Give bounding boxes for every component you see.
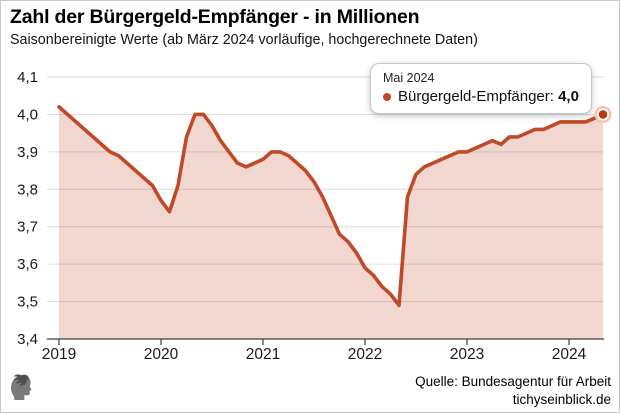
data-line — [57, 105, 605, 308]
website-url: tichyseinblick.de — [512, 391, 611, 407]
chart-title: Zahl der Bürgergeld-Empfänger - in Milli… — [10, 6, 420, 28]
svg-text:4,1: 4,1 — [17, 69, 38, 86]
tooltip-series-row: Bürgergeld-Empfänger: 4,0 — [383, 88, 579, 105]
svg-text:3,7: 3,7 — [17, 219, 38, 236]
svg-text:4,0: 4,0 — [17, 106, 38, 123]
svg-text:3,8: 3,8 — [17, 181, 38, 198]
y-tick-labels: 3,4 3,5 3,6 3,7 3,8 3,9 4,0 4,1 — [17, 69, 38, 348]
laurel-head-logo-icon — [11, 374, 32, 400]
tooltip-date: Mai 2024 — [383, 71, 435, 85]
svg-text:2020: 2020 — [144, 346, 179, 363]
svg-text:2019: 2019 — [42, 346, 76, 363]
svg-text:3,5: 3,5 — [17, 294, 38, 311]
area-fill — [59, 106, 603, 340]
svg-text:3,6: 3,6 — [17, 256, 38, 273]
x-tick-labels: 2019 2020 2021 2022 2023 2024 — [42, 346, 587, 363]
svg-text:2022: 2022 — [348, 346, 382, 363]
svg-text:2024: 2024 — [552, 346, 587, 363]
end-point-marker[interactable] — [594, 105, 612, 123]
tooltip-series-label: Bürgergeld-Empfänger: 4,0 — [398, 88, 579, 105]
axis-ticks — [58, 339, 570, 345]
source-line: Quelle: Bundesagentur für Arbeit — [415, 374, 611, 390]
tooltip-value: 4,0 — [558, 88, 579, 105]
chart-subtitle: Saisonbereinigte Werte (ab März 2024 vor… — [10, 32, 478, 48]
tooltip: Mai 2024 Bürgergeld-Empfänger: 4,0 — [370, 63, 592, 114]
svg-text:2021: 2021 — [246, 346, 280, 363]
svg-text:3,9: 3,9 — [17, 144, 38, 161]
series-dot-icon — [383, 92, 391, 101]
svg-text:2023: 2023 — [450, 346, 484, 363]
svg-text:3,4: 3,4 — [17, 331, 38, 348]
source-attribution: Quelle: Bundesagentur für Arbeit tichyse… — [415, 373, 611, 408]
